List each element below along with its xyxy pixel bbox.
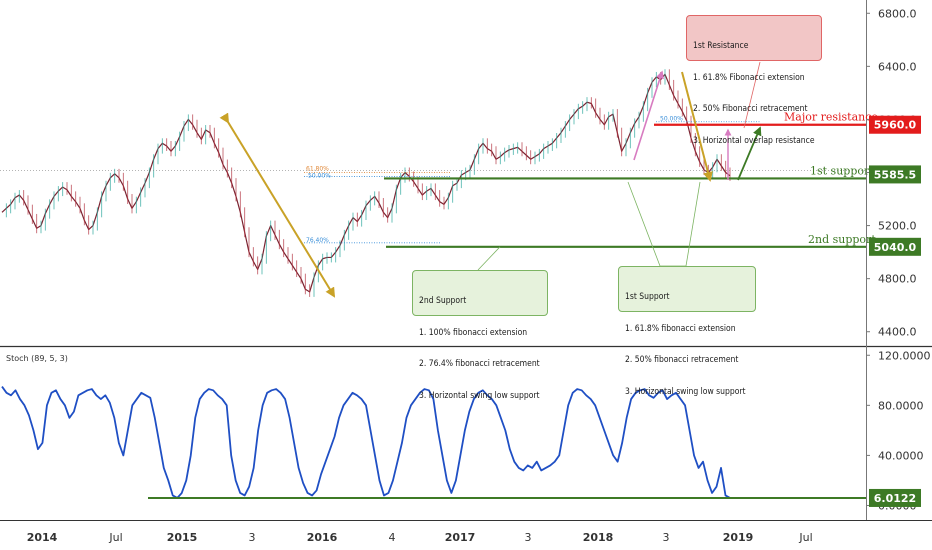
time-tick-label: 2019 (723, 531, 754, 544)
first-support-badge-text: 5585.5 (874, 168, 916, 181)
first-support-note-line: 2. 50% fibonacci retracement (625, 355, 739, 365)
swing-arrow (219, 112, 336, 298)
time-tick-label: 2014 (27, 531, 58, 544)
axes: 6800.06400.06000.05600.05200.04800.04400… (27, 7, 931, 544)
stoch-tick-label: 40.0000 (878, 449, 924, 462)
major-resistance-badge-text: 5960.0 (874, 119, 917, 132)
second-support-badge-text: 5040.0 (874, 241, 917, 254)
major-resistance-label: Major resistance (784, 111, 878, 124)
time-tick-label: Jul (108, 531, 122, 544)
fib-label: 50.00% (308, 172, 331, 179)
second-support-note-line: 2. 76.4% fibonacci retracement (419, 359, 540, 369)
time-tick-label: 2018 (583, 531, 614, 544)
price-tick-label: 6400.0 (878, 60, 917, 73)
resistance-note-title: 1st Resistance (693, 41, 749, 51)
stochastic-plot (1, 386, 866, 499)
first-support-badge (869, 165, 921, 184)
time-tick-label: 3 (525, 531, 532, 544)
fib-label: 50.00% (660, 116, 683, 123)
second-support-note-title: 2nd Support (419, 296, 467, 306)
time-tick-label: 2015 (167, 531, 198, 544)
resistance-note-line: 3. Horizontal overlap resistance (693, 135, 815, 146)
second-support-note: 2nd Support 1. 100% fibonacci extension … (412, 270, 548, 401)
price-tick-label: 4400.0 (878, 326, 917, 339)
first-support-note: 1st Support 1. 61.8% fibonacci extension… (618, 266, 756, 397)
callout-pointer (627, 181, 701, 267)
stoch-tick-label: 80.0000 (878, 399, 924, 412)
price-series-line (1, 73, 731, 293)
fib-label: 76.40% (306, 237, 329, 244)
projection-arrow (737, 126, 762, 181)
first-support-note-line: 1. 61.8% fibonacci extension (625, 323, 736, 334)
time-tick-label: Jul (798, 531, 812, 544)
time-tick-label: 3 (249, 531, 256, 544)
callout-pointer (743, 61, 761, 129)
stochastic-label: Stoch (89, 5, 3) (6, 354, 68, 363)
callout-pointer (477, 246, 501, 271)
stochastic-line (1, 386, 731, 499)
first-support-label: 1st support (810, 164, 874, 177)
time-tick-label: 2016 (307, 531, 338, 544)
price-tick-label: 5200.0 (878, 220, 917, 233)
major-resistance-badge (869, 115, 921, 134)
time-tick-label: 2017 (445, 531, 476, 544)
stoch-tick-label: 120.0000 (878, 349, 931, 362)
resistance-note-line: 2. 50% Fibonacci retracement (693, 104, 808, 114)
grid (0, 0, 932, 521)
stochastic-value-badge (869, 488, 921, 507)
pink-arrow (633, 70, 664, 161)
second-support-note-line: 3. Horizontal swing low support (419, 390, 540, 401)
first-support-note-line: 3. Horizontal swing low support (625, 386, 746, 397)
second-support-label: 2nd support (808, 233, 876, 246)
resistance-note-line: 1. 61.8% Fibonacci extension (693, 72, 805, 83)
resistance-note: 1st Resistance 1. 61.8% Fibonacci extens… (686, 15, 822, 146)
second-support-note-line: 1. 100% fibonacci extension (419, 327, 528, 338)
price-tick-label: 4800.0 (878, 273, 917, 286)
price-tick-label: 6800.0 (878, 7, 917, 20)
time-tick-label: 4 (389, 531, 396, 544)
stochastic-value-text: 6.0122 (874, 492, 916, 505)
second-support-badge (869, 237, 921, 256)
first-support-note-title: 1st Support (625, 292, 670, 302)
fib-label: 61.80% (306, 165, 329, 172)
price-plot: Major resistance 1st support 2nd support 61… (0, 61, 878, 298)
time-tick-label: 3 (663, 531, 670, 544)
swing-arrow (681, 71, 713, 182)
